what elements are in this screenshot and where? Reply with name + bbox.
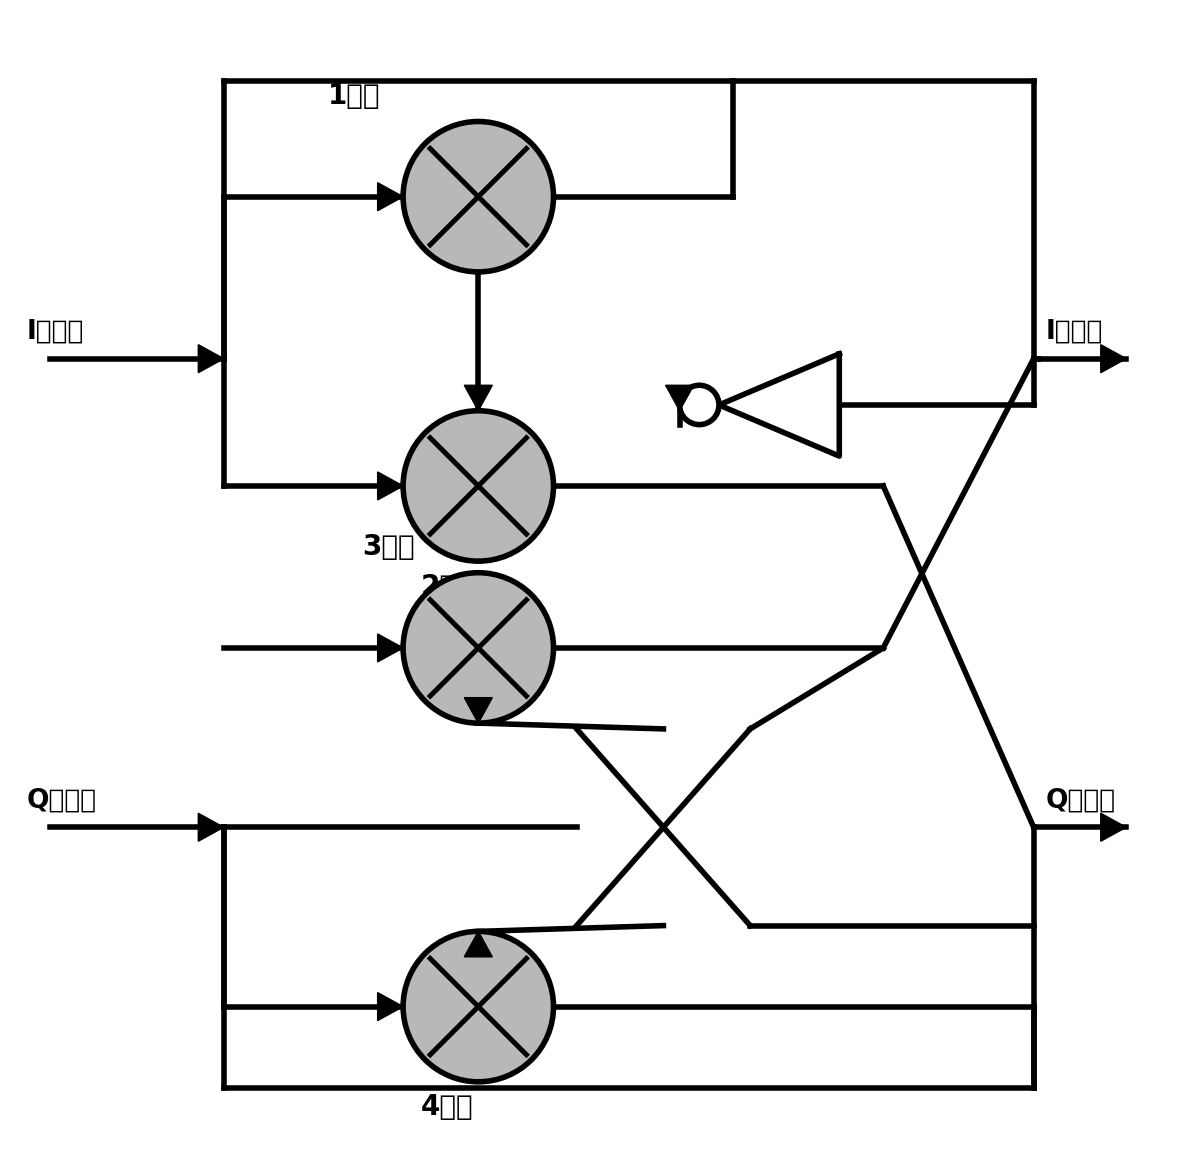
Text: I路输入: I路输入 [27, 319, 84, 345]
Polygon shape [198, 345, 223, 373]
Circle shape [680, 385, 719, 425]
Polygon shape [198, 813, 223, 841]
Polygon shape [665, 385, 694, 411]
Polygon shape [1101, 345, 1126, 373]
Polygon shape [465, 698, 492, 723]
Text: 1通路: 1通路 [328, 82, 380, 110]
Circle shape [403, 931, 554, 1082]
Text: Q路输入: Q路输入 [27, 788, 97, 813]
Text: Q路输出: Q路输出 [1045, 788, 1116, 813]
Circle shape [403, 411, 554, 561]
Polygon shape [378, 472, 403, 500]
Polygon shape [378, 634, 403, 662]
Polygon shape [378, 183, 403, 211]
Text: 4通路: 4通路 [421, 1093, 473, 1121]
Polygon shape [1101, 813, 1126, 841]
Circle shape [403, 121, 554, 272]
Polygon shape [465, 385, 492, 411]
Text: 3通路: 3通路 [362, 533, 416, 561]
Polygon shape [378, 993, 403, 1020]
Text: 2通路: 2通路 [421, 573, 473, 600]
Text: I路输出: I路输出 [1045, 319, 1102, 345]
Polygon shape [719, 354, 839, 456]
Polygon shape [465, 931, 492, 957]
Circle shape [403, 573, 554, 723]
